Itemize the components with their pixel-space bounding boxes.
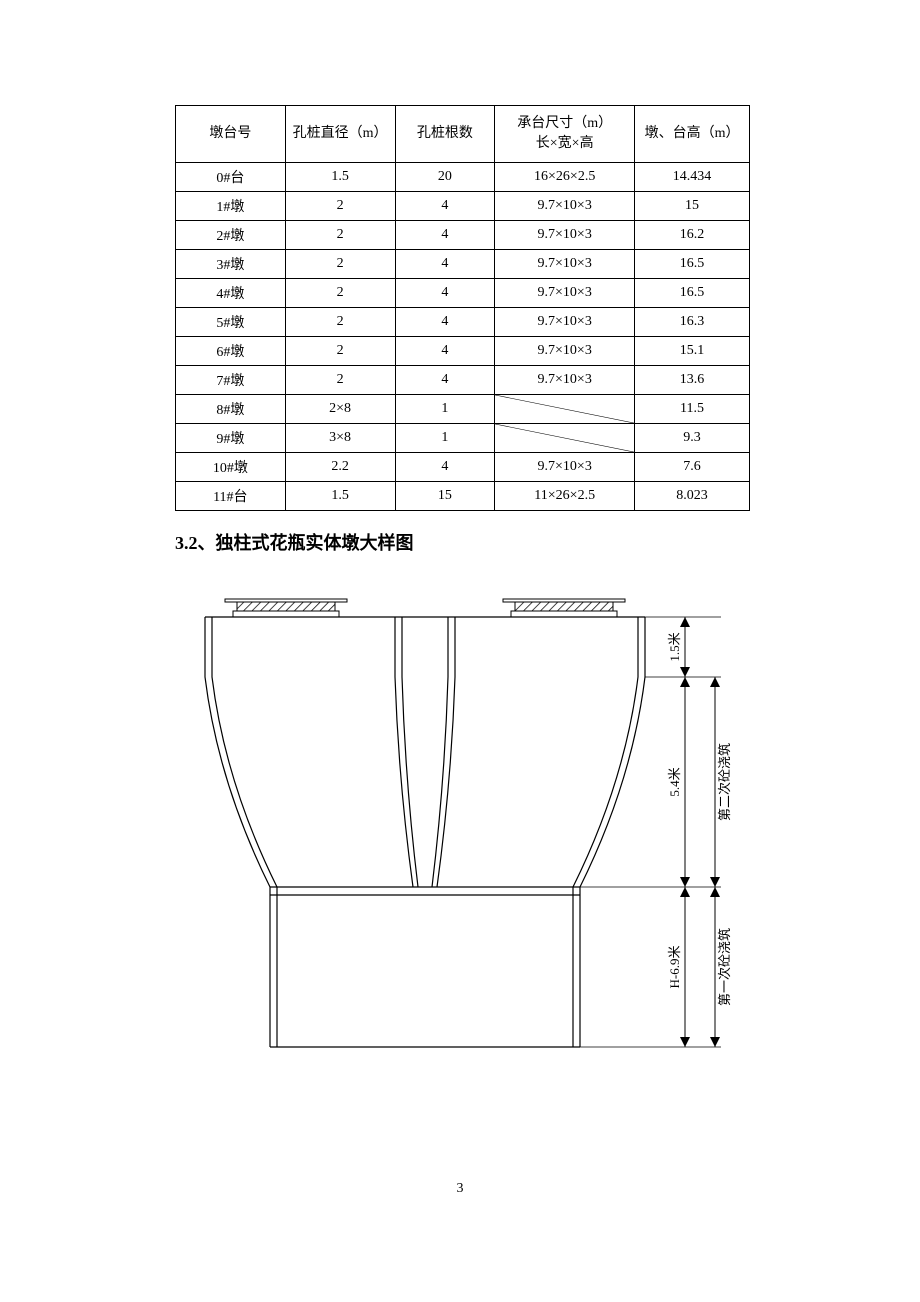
- svg-text:5.4米: 5.4米: [667, 767, 682, 796]
- table-row: 8#墩2×81 11.5: [176, 395, 750, 424]
- section-heading: 3.2、独柱式花瓶实体墩大样图: [175, 529, 750, 555]
- table-cell: 16.5: [635, 279, 750, 308]
- svg-text:第一次砼浇筑: 第一次砼浇筑: [717, 928, 732, 1006]
- table-cell: 3#墩: [176, 250, 286, 279]
- table-cell: 20: [395, 163, 495, 192]
- table-cell: 13.6: [635, 366, 750, 395]
- table-cell: 16.3: [635, 308, 750, 337]
- table-cell: 10#墩: [176, 453, 286, 482]
- table-row: 0#台1.52016×26×2.514.434: [176, 163, 750, 192]
- table-cell: 15.1: [635, 337, 750, 366]
- table-row: 3#墩249.7×10×316.5: [176, 250, 750, 279]
- table-cell: 9.7×10×3: [495, 337, 635, 366]
- table-cell: 8.023: [635, 482, 750, 511]
- table-cell: 11#台: [176, 482, 286, 511]
- col-header: 墩台号: [176, 106, 286, 163]
- table-cell: 9.7×10×3: [495, 366, 635, 395]
- page: 墩台号 孔桩直径（m） 孔桩根数 承台尺寸（m）长×宽×高 墩、台高（m） 0#…: [0, 0, 920, 1302]
- table-cell: 3×8: [285, 424, 395, 453]
- pier-table: 墩台号 孔桩直径（m） 孔桩根数 承台尺寸（m）长×宽×高 墩、台高（m） 0#…: [175, 105, 750, 511]
- table-cell: 16.5: [635, 250, 750, 279]
- table-cell: 4: [395, 453, 495, 482]
- table-cell: 2: [285, 366, 395, 395]
- table-cell: [495, 395, 635, 424]
- table-cell: 9.3: [635, 424, 750, 453]
- table-row: 2#墩249.7×10×316.2: [176, 221, 750, 250]
- svg-text:H-6.9米: H-6.9米: [667, 946, 682, 989]
- table-header-row: 墩台号 孔桩直径（m） 孔桩根数 承台尺寸（m）长×宽×高 墩、台高（m）: [176, 106, 750, 163]
- svg-text:1.5米: 1.5米: [667, 632, 682, 661]
- table-cell: 9.7×10×3: [495, 308, 635, 337]
- table-cell: [495, 424, 635, 453]
- col-header: 孔桩直径（m）: [285, 106, 395, 163]
- table-cell: 0#台: [176, 163, 286, 192]
- table-cell: 1.5: [285, 163, 395, 192]
- table-cell: 2#墩: [176, 221, 286, 250]
- table-row: 1#墩249.7×10×315: [176, 192, 750, 221]
- table-cell: 2: [285, 221, 395, 250]
- svg-text:第二次砼浇筑: 第二次砼浇筑: [717, 743, 732, 821]
- table-row: 4#墩249.7×10×316.5: [176, 279, 750, 308]
- table-cell: 2: [285, 308, 395, 337]
- table-cell: 9.7×10×3: [495, 192, 635, 221]
- col-header: 墩、台高（m）: [635, 106, 750, 163]
- table-row: 10#墩2.249.7×10×37.6: [176, 453, 750, 482]
- table-row: 9#墩3×81 9.3: [176, 424, 750, 453]
- table-cell: 1.5: [285, 482, 395, 511]
- table-cell: 16.2: [635, 221, 750, 250]
- table-cell: 9.7×10×3: [495, 453, 635, 482]
- table-row: 7#墩249.7×10×313.6: [176, 366, 750, 395]
- col-header: 承台尺寸（m）长×宽×高: [495, 106, 635, 163]
- table-cell: 15: [635, 192, 750, 221]
- table-cell: 4: [395, 221, 495, 250]
- table-cell: 7.6: [635, 453, 750, 482]
- table-cell: 2.2: [285, 453, 395, 482]
- table-cell: 4: [395, 308, 495, 337]
- table-cell: 2: [285, 337, 395, 366]
- table-cell: 2: [285, 279, 395, 308]
- table-row: 6#墩249.7×10×315.1: [176, 337, 750, 366]
- table-body: 0#台1.52016×26×2.514.4341#墩249.7×10×3152#…: [176, 163, 750, 511]
- table-cell: 1#墩: [176, 192, 286, 221]
- page-number: 3: [0, 1181, 920, 1197]
- table-cell: 2×8: [285, 395, 395, 424]
- col-header: 孔桩根数: [395, 106, 495, 163]
- table-cell: 1: [395, 424, 495, 453]
- table-cell: 2: [285, 250, 395, 279]
- table-row: 5#墩249.7×10×316.3: [176, 308, 750, 337]
- table-row: 11#台1.51511×26×2.58.023: [176, 482, 750, 511]
- table-cell: 6#墩: [176, 337, 286, 366]
- table-cell: 9.7×10×3: [495, 279, 635, 308]
- table-cell: 15: [395, 482, 495, 511]
- table-cell: 4: [395, 337, 495, 366]
- table-cell: 5#墩: [176, 308, 286, 337]
- table-cell: 9#墩: [176, 424, 286, 453]
- table-cell: 1: [395, 395, 495, 424]
- table-cell: 4: [395, 192, 495, 221]
- table-cell: 2: [285, 192, 395, 221]
- table-cell: 16×26×2.5: [495, 163, 635, 192]
- table-cell: 4#墩: [176, 279, 286, 308]
- table-cell: 8#墩: [176, 395, 286, 424]
- table-cell: 9.7×10×3: [495, 221, 635, 250]
- pier-figure: 1.5米 5.4米 H-6.9米 第二次砼浇筑第一次砼浇筑: [175, 577, 750, 1072]
- table-cell: 4: [395, 366, 495, 395]
- table-cell: 11.5: [635, 395, 750, 424]
- table-cell: 4: [395, 279, 495, 308]
- table-cell: 14.434: [635, 163, 750, 192]
- pier-svg: 1.5米 5.4米 H-6.9米 第二次砼浇筑第一次砼浇筑: [175, 577, 750, 1067]
- table-cell: 4: [395, 250, 495, 279]
- table-cell: 11×26×2.5: [495, 482, 635, 511]
- table-cell: 7#墩: [176, 366, 286, 395]
- table-cell: 9.7×10×3: [495, 250, 635, 279]
